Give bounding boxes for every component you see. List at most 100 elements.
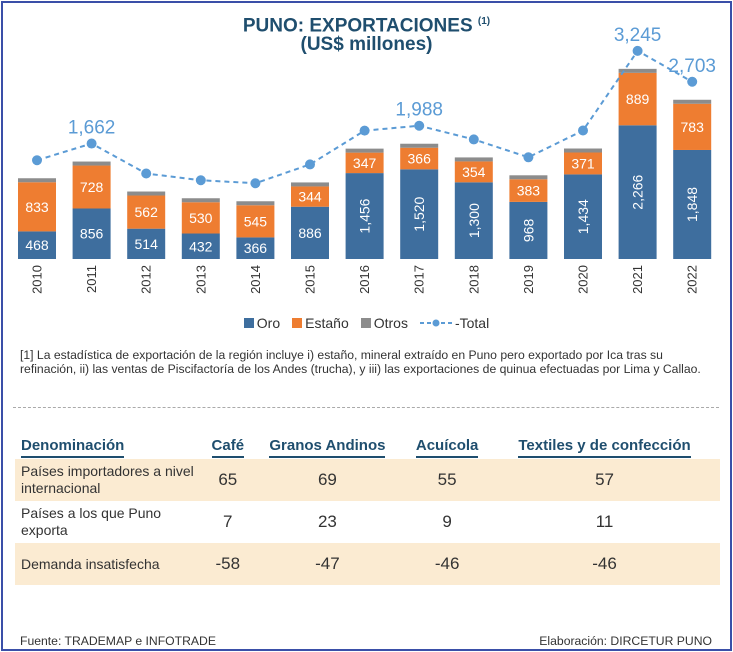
label-oro-2015: 886 [298, 225, 322, 241]
total-label-2011: 1,662 [68, 118, 116, 139]
header-acuicola: Acuícola [405, 437, 489, 459]
label-estano-2013: 530 [189, 210, 213, 226]
total-point-2019 [523, 152, 534, 163]
table-cell: 11 [595, 512, 614, 531]
legend-item-estano: Estaño [292, 315, 349, 331]
bar-oro-2011 [72, 208, 111, 259]
bar-oro-2019 [509, 201, 548, 259]
bar-estano-2015 [291, 186, 329, 207]
tick-label-2015: 2015 [303, 265, 318, 294]
bar-estano-2021 [618, 72, 657, 126]
bar-otros-2020 [564, 148, 602, 153]
bar-estano-2011 [72, 165, 111, 209]
bar-oro-2010 [18, 231, 56, 259]
label-oro-2019: 968 [520, 219, 536, 243]
table-cell: -58 [206, 543, 250, 585]
table-cell: 65 [206, 459, 250, 501]
total-point-2012 [141, 168, 152, 179]
total-label-2017: 1,988 [395, 100, 443, 121]
bar-otros-2010 [18, 178, 56, 183]
bar-otros-2022 [673, 99, 712, 104]
table-cell: 57 [489, 459, 720, 501]
bar-estano-2016 [345, 152, 384, 174]
tick-label-2018: 2018 [466, 265, 481, 294]
bar-otros-2017 [400, 143, 439, 148]
total-label-2022: 2,703 [668, 56, 716, 77]
tick-label-2012: 2012 [139, 265, 154, 294]
legend-swatch-oro [243, 318, 254, 328]
legend-swatch-estano [292, 318, 303, 328]
bar-estano-2019 [509, 179, 548, 202]
bar-otros-2016 [345, 148, 384, 153]
table-cell: -47 [249, 543, 406, 585]
label-oro-2012: 514 [135, 236, 159, 252]
legend-item-oro: Oro [243, 315, 280, 331]
bar-oro-2013 [181, 233, 220, 259]
table-cell: 55 [405, 459, 490, 501]
bar-otros-2015 [291, 182, 329, 187]
bar-oro-2016 [345, 173, 384, 259]
label-estano-2020: 371 [571, 155, 595, 171]
label-estano-2019: 383 [517, 183, 541, 199]
title-note: (1) [477, 16, 491, 27]
label-oro-2018: 1,300 [466, 203, 482, 238]
table-cell: -46 [489, 543, 720, 585]
label-oro-2021: 2,266 [630, 174, 646, 209]
label-oro-2016: 1,456 [357, 198, 373, 233]
total-point-2015 [305, 159, 315, 170]
tick-label-2022: 2022 [685, 265, 700, 294]
bar-estano-2012 [127, 195, 166, 229]
total-point-2018 [468, 134, 479, 145]
table-row: Demanda insatisfecha -58 -47 -46 -46 [15, 543, 720, 585]
bar-otros-2021 [618, 68, 657, 73]
total-point-2017 [414, 120, 425, 131]
legend-item-otros: Otros [360, 315, 408, 331]
tick-label-2011: 2011 [84, 265, 99, 293]
credit-note: Elaboración: DIRCETUR PUNO [539, 634, 712, 648]
table-row: Países a los que Puno exporta 7 23 9 11 [15, 501, 720, 543]
bar-oro-2012 [127, 228, 166, 259]
row-label: Países a los que Puno exporta [21, 505, 162, 538]
total-point-2021 [632, 45, 643, 56]
label-estano-2010: 833 [25, 199, 49, 215]
bar-estano-2022 [673, 103, 712, 150]
label-oro-2013: 432 [189, 238, 213, 254]
bar-estano-2020 [564, 152, 602, 175]
header-textiles: Textiles y de confección [489, 437, 720, 459]
table-header-row: Denominación Café Granos Andinos Acuícol… [15, 437, 720, 459]
tick-label-2021: 2021 [630, 265, 645, 294]
bar-oro-2015 [291, 206, 329, 259]
bar-estano-2013 [181, 202, 220, 234]
label-estano-2022: 783 [681, 119, 705, 135]
tick-label-2010: 2010 [30, 265, 45, 294]
stacked-bar-chart: 468 833 2010 856 728 2011 514 562 2012 432 530 2013… [18, 25, 716, 294]
bar-otros-2018 [454, 157, 493, 162]
bar-otros-2019 [509, 175, 548, 180]
row-label: Países importadores a nivel internaciona… [15, 459, 206, 501]
label-oro-2022: 1,848 [684, 187, 700, 222]
divider [13, 407, 719, 408]
total-label-2021: 3,245 [614, 25, 662, 46]
legend-swatch-otros [360, 318, 371, 328]
bar-estano-2018 [454, 161, 493, 183]
table-cell: 69 [249, 459, 406, 501]
label-estano-2015: 344 [298, 189, 322, 205]
label-estano-2012: 562 [135, 204, 159, 220]
tick-label-2020: 2020 [576, 265, 591, 294]
tick-label-2016: 2016 [357, 265, 372, 294]
bar-otros-2013 [181, 198, 220, 203]
source-note: Fuente: TRADEMAP e INFOTRADE [20, 634, 216, 648]
total-point-2013 [195, 175, 206, 186]
bar-oro-2017 [400, 169, 439, 259]
chart-title: PUNO: EXPORTACIONES (1) [242, 15, 491, 37]
bar-estano-2010 [18, 182, 56, 232]
label-oro-2020: 1,434 [575, 199, 591, 234]
legend-item-total: -Total [419, 315, 489, 331]
row-label: Demanda insatisfecha [15, 543, 206, 585]
tick-label-2019: 2019 [521, 265, 536, 294]
total-point-2014 [250, 178, 261, 189]
label-estano-2014: 545 [244, 213, 268, 229]
label-estano-2021: 889 [626, 91, 650, 107]
total-point-2022 [687, 76, 698, 87]
